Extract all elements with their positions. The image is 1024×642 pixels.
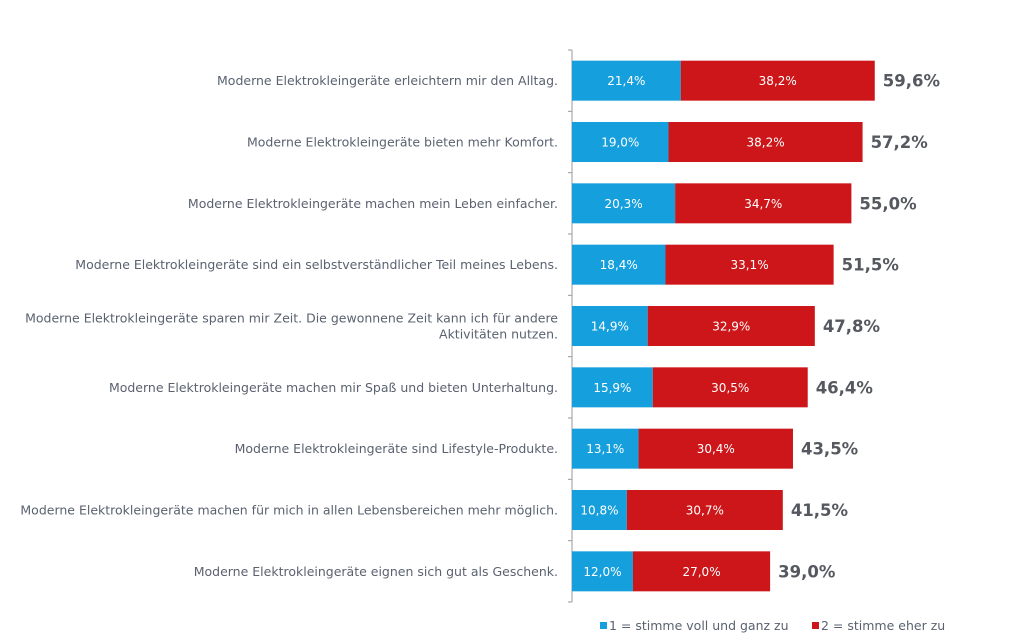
category-label: Moderne Elektrokleingeräte sind Lifestyl… bbox=[235, 441, 558, 456]
total-value-label: 59,6% bbox=[883, 72, 941, 91]
category-label: Moderne Elektrokleingeräte machen mir Sp… bbox=[109, 380, 558, 395]
legend-label: 1 = stimme voll und ganz zu bbox=[609, 618, 789, 633]
segment-value-label: 18,4% bbox=[600, 258, 638, 272]
segment-value-label: 32,9% bbox=[712, 320, 750, 334]
bar-segment-stimme-voll bbox=[572, 428, 639, 469]
bar-segment-stimme-voll bbox=[572, 244, 666, 285]
total-value-label: 51,5% bbox=[842, 256, 900, 275]
segment-value-label: 21,4% bbox=[607, 74, 645, 88]
legend-swatch bbox=[812, 622, 819, 629]
total-value-label: 55,0% bbox=[859, 194, 917, 213]
category-label: Moderne Elektrokleingeräte eignen sich g… bbox=[194, 564, 558, 579]
segment-value-label: 15,9% bbox=[593, 381, 631, 395]
bar-segment-stimme-eher bbox=[665, 244, 834, 285]
segment-value-label: 38,2% bbox=[746, 136, 784, 150]
segment-value-label: 20,3% bbox=[604, 197, 642, 211]
segment-value-label: 33,1% bbox=[730, 258, 768, 272]
total-value-label: 39,0% bbox=[778, 562, 836, 581]
segment-value-label: 12,0% bbox=[583, 565, 621, 579]
total-value-label: 43,5% bbox=[801, 440, 859, 459]
category-label: Moderne Elektrokleingeräte machen für mi… bbox=[20, 503, 558, 518]
legend: 1 = stimme voll und ganz zu 2 = stimme eh… bbox=[600, 618, 945, 633]
bar-segment-stimme-eher bbox=[668, 122, 863, 162]
segment-value-label: 27,0% bbox=[682, 565, 720, 579]
segment-value-label: 10,8% bbox=[580, 504, 618, 518]
segment-value-label: 14,9% bbox=[591, 320, 629, 334]
segment-value-label: 34,7% bbox=[744, 197, 782, 211]
total-value-label: 41,5% bbox=[791, 501, 849, 520]
bar-segment-stimme-eher bbox=[632, 551, 771, 592]
category-label: Moderne Elektrokleingeräte machen mein L… bbox=[188, 196, 558, 211]
bar-segment-stimme-voll bbox=[572, 122, 669, 162]
bar-segment-stimme-eher bbox=[680, 60, 875, 101]
bar-segment-stimme-voll bbox=[572, 551, 633, 592]
total-value-label: 47,8% bbox=[823, 317, 881, 336]
category-label: Moderne Elektrokleingeräte sind ein selb… bbox=[75, 257, 558, 272]
bar-segment-stimme-eher bbox=[626, 490, 783, 530]
legend-swatch bbox=[600, 622, 607, 629]
segment-value-label: 19,0% bbox=[601, 136, 639, 150]
category-label: Moderne Elektrokleingeräte erleichtern m… bbox=[217, 73, 558, 88]
bar-segment-stimme-voll bbox=[572, 183, 676, 224]
bar-segment-stimme-voll bbox=[572, 490, 627, 530]
bar-segment-stimme-eher bbox=[652, 367, 808, 408]
category-label: Moderne Elektrokleingeräte sparen mir Ze… bbox=[25, 311, 558, 342]
legend-label: 2 = stimme eher zu bbox=[821, 618, 945, 633]
bar-segment-stimme-voll bbox=[572, 60, 681, 101]
bar-segment-stimme-eher bbox=[638, 428, 793, 469]
segment-value-label: 30,7% bbox=[686, 504, 724, 518]
category-label: Moderne Elektrokleingeräte bieten mehr K… bbox=[247, 135, 558, 150]
bar-segment-stimme-eher bbox=[647, 306, 815, 346]
segment-value-label: 13,1% bbox=[586, 442, 624, 456]
total-value-label: 46,4% bbox=[816, 378, 874, 397]
bar-segment-stimme-voll bbox=[572, 367, 653, 408]
segment-value-label: 38,2% bbox=[759, 74, 797, 88]
segment-value-label: 30,4% bbox=[697, 442, 735, 456]
segment-value-label: 30,5% bbox=[711, 381, 749, 395]
bar-segment-stimme-eher bbox=[675, 183, 852, 224]
bar-segment-stimme-voll bbox=[572, 306, 648, 346]
total-value-label: 57,2% bbox=[871, 133, 929, 152]
